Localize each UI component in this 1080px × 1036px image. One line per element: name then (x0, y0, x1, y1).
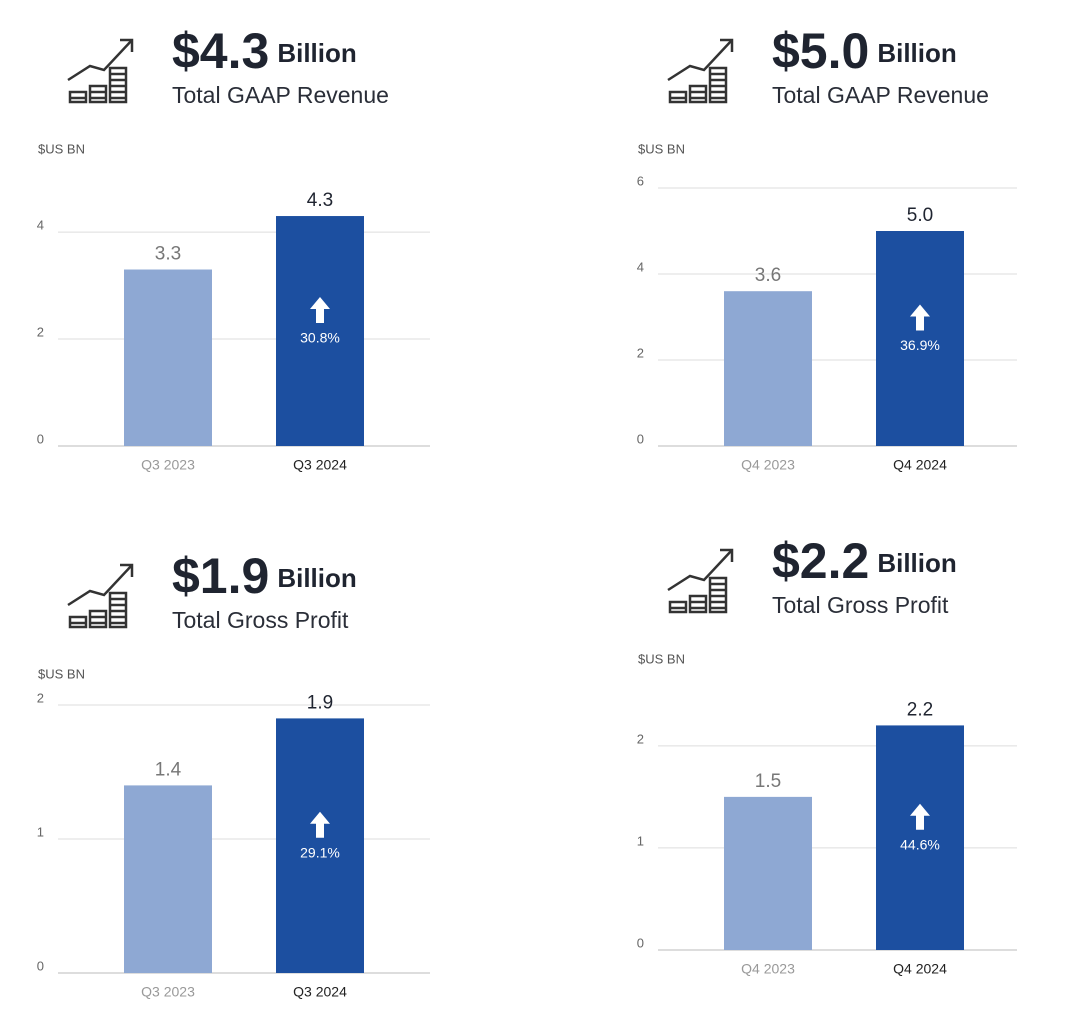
growth-label: 29.1% (300, 844, 340, 860)
icon-arrow-head (120, 563, 134, 577)
chart-panel: $2.2 Billion Total Gross Profit $US BN 0 1 2 1.… (637, 533, 1017, 977)
icon-bar (88, 609, 108, 629)
icon-bar (688, 594, 708, 614)
value-label: 5.0 (907, 205, 933, 226)
x-tick-label: Q4 2024 (893, 961, 947, 977)
y-tick-label: 0 (37, 958, 44, 973)
growth-arrow (910, 803, 930, 830)
headline-value: $5.0 (772, 23, 869, 79)
chart-icon (67, 38, 134, 104)
chart-panel: $1.9 Billion Total Gross Profit $US BN 0 1 2 1.… (37, 548, 430, 1000)
icon-trend-line (67, 39, 133, 82)
icon-arrow-head (720, 548, 734, 562)
growth-label: 36.9% (900, 337, 940, 353)
chart-panel: $4.3 Billion Total GAAP Revenue $US BN 0 2 4 3.… (37, 23, 430, 473)
y-axis-label: $US BN (38, 666, 85, 681)
bar (124, 269, 212, 446)
growth-arrow (310, 297, 330, 324)
y-tick-label: 0 (637, 935, 644, 950)
x-tick-label: Q3 2024 (293, 984, 347, 1000)
headline-unit: Billion (877, 38, 956, 68)
headline: $5.0 Billion (772, 23, 957, 79)
y-tick-label: 4 (637, 259, 644, 274)
value-label: 1.9 (307, 692, 333, 713)
chart-title: Total Gross Profit (772, 592, 949, 618)
bar (724, 796, 812, 950)
y-axis-label: $US BN (38, 141, 85, 156)
y-axis-label: $US BN (638, 141, 685, 156)
y-tick-label: 2 (37, 690, 44, 705)
chart-panel: $5.0 Billion Total GAAP Revenue $US BN 0 2 4 6 3… (637, 23, 1017, 473)
growth-label: 30.8% (300, 330, 340, 346)
y-axis-label: $US BN (638, 651, 685, 666)
y-tick-label: 2 (637, 345, 644, 360)
icon-bar (688, 84, 708, 104)
headline-value: $2.2 (772, 533, 869, 589)
value-label: 3.6 (755, 265, 781, 286)
bar (724, 291, 812, 446)
x-tick-label: Q3 2024 (293, 457, 347, 473)
value-label: 4.3 (307, 190, 333, 211)
headline-unit: Billion (277, 563, 356, 593)
bar (124, 785, 212, 973)
value-label: 1.4 (155, 759, 182, 780)
icon-trend-line (667, 549, 733, 592)
chart-title: Total Gross Profit (172, 607, 349, 633)
bar (276, 718, 364, 973)
headline: $1.9 Billion (172, 548, 357, 604)
icon-arrow-head (720, 38, 734, 52)
icon-bar (88, 84, 108, 104)
chart-title: Total GAAP Revenue (172, 82, 389, 108)
value-label: 2.2 (907, 699, 933, 720)
growth-label: 44.6% (900, 836, 940, 852)
chart-title: Total GAAP Revenue (772, 82, 989, 108)
x-tick-label: Q3 2023 (141, 457, 195, 473)
y-tick-label: 1 (637, 833, 644, 848)
bar (276, 216, 364, 446)
chart-icon (667, 548, 734, 614)
x-tick-label: Q4 2023 (741, 457, 795, 473)
y-tick-label: 4 (37, 218, 44, 233)
bar (876, 725, 964, 950)
headline: $4.3 Billion (172, 23, 357, 79)
headline-unit: Billion (277, 38, 356, 68)
y-tick-label: 6 (637, 173, 644, 188)
y-tick-label: 0 (37, 431, 44, 446)
headline-value: $4.3 (172, 23, 269, 79)
x-tick-label: Q3 2023 (141, 984, 195, 1000)
icon-trend-line (667, 39, 733, 82)
y-tick-label: 0 (637, 431, 644, 446)
chart-icon (67, 563, 134, 629)
chart-icon (667, 38, 734, 104)
y-tick-label: 2 (37, 324, 44, 339)
y-tick-label: 2 (637, 731, 644, 746)
growth-arrow (910, 304, 930, 331)
value-label: 1.5 (755, 771, 781, 792)
bar (876, 231, 964, 446)
value-label: 3.3 (155, 244, 181, 265)
headline-value: $1.9 (172, 548, 269, 604)
icon-trend-line (67, 564, 133, 607)
y-tick-label: 1 (37, 824, 44, 839)
x-tick-label: Q4 2023 (741, 961, 795, 977)
growth-arrow (310, 811, 330, 838)
headline: $2.2 Billion (772, 533, 957, 589)
headline-unit: Billion (877, 548, 956, 578)
icon-arrow-head (120, 38, 134, 52)
x-tick-label: Q4 2024 (893, 457, 947, 473)
